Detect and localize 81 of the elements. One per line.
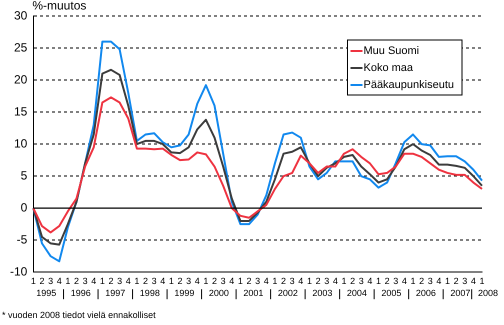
- x-tick-label: 4: [264, 276, 269, 286]
- x-tick-label: 4: [229, 276, 234, 286]
- x-tick-label: 3: [220, 276, 226, 286]
- y-tick-label: 15: [14, 104, 28, 118]
- x-tick-label: 1: [272, 276, 278, 286]
- x-tick-label: 1: [306, 276, 312, 286]
- x-tick-label: 1: [376, 276, 381, 286]
- x-tick-label: 1: [134, 276, 140, 286]
- y-tick-label: -10: [10, 264, 28, 279]
- x-tick-label: 1: [444, 276, 450, 286]
- x-tick-label: 3: [186, 276, 192, 286]
- x-tick-label: 3: [462, 276, 468, 286]
- x-tick-label: 4: [367, 276, 372, 286]
- x-tick-label: 3: [393, 276, 398, 286]
- legend-label: Muu Suomi: [363, 45, 420, 58]
- x-tick-label: 1: [168, 276, 174, 286]
- x-tick-label: 2: [454, 276, 459, 286]
- y-tick-label: 5: [20, 168, 28, 182]
- x-tick-label: 2: [178, 276, 183, 286]
- x-tick-label: 4: [436, 276, 442, 286]
- text: 2001: [243, 288, 264, 298]
- text: * vuoden 2008 tiedot vielä ennakolliset: [2, 310, 156, 320]
- text: 2002: [278, 288, 298, 298]
- x-tick-label: 3: [82, 276, 88, 286]
- x-tick-label: 4: [56, 276, 62, 286]
- x-tick-label: 2: [419, 276, 424, 286]
- x-tick-label: 2: [39, 276, 44, 286]
- x-tick-label: 2: [108, 276, 114, 286]
- x-tick-label: 3: [324, 276, 330, 286]
- x-tick-label: 1: [341, 276, 346, 286]
- x-tick-label: 2: [384, 276, 390, 286]
- x-tick-label: 4: [126, 276, 131, 286]
- x-tick-label: 3: [152, 276, 157, 286]
- text: 2005: [381, 288, 402, 298]
- text: 2007: [450, 288, 470, 298]
- text: 2008: [478, 288, 498, 298]
- text: 2006: [416, 288, 436, 298]
- x-tick-label: 2: [246, 276, 252, 286]
- x-tick-label: 4: [298, 276, 304, 286]
- x-tick-label: 1: [203, 276, 208, 286]
- x-tick-label: 2: [212, 276, 218, 286]
- x-tick-label: 4: [332, 276, 338, 286]
- y-tick-label: 30: [14, 8, 28, 22]
- y-axis-title: %-muutos: [32, 0, 86, 12]
- x-tick-label: 1: [238, 276, 243, 286]
- y-tick-label: 25: [14, 40, 28, 54]
- x-tick-label: 4: [194, 276, 200, 286]
- x-tick-label: 4: [470, 276, 476, 286]
- x-tick-label: 3: [255, 276, 260, 286]
- x-tick-label: 1: [410, 276, 416, 286]
- x-tick-label: 3: [48, 276, 54, 286]
- x-tick-label: 3: [290, 276, 295, 286]
- x-tick-label: 1: [30, 276, 36, 286]
- x-tick-label: 3: [117, 276, 122, 286]
- legend-label: Pääkaupunkiseutu: [363, 79, 454, 92]
- x-tick-label: 1: [479, 276, 485, 286]
- y-tick-label: 20: [14, 72, 28, 86]
- legend-label: Koko maa: [363, 62, 414, 74]
- text: 2003: [312, 288, 332, 298]
- x-tick-label: 2: [143, 276, 148, 286]
- x-tick-label: 3: [358, 276, 364, 286]
- x-tick-label: 2: [316, 276, 321, 286]
- x-tick-label: 2: [281, 276, 286, 286]
- x-tick-label: 1: [100, 276, 105, 286]
- y-tick-label: 10: [14, 136, 28, 150]
- text: 1996: [70, 288, 91, 298]
- x-tick-label: 4: [160, 276, 166, 286]
- x-tick-label: 3: [428, 276, 433, 286]
- x-tick-label: 4: [402, 276, 407, 286]
- text: 1997: [105, 288, 126, 298]
- text: 2000: [208, 288, 229, 298]
- text: 1998: [140, 288, 160, 298]
- y-tick-label: 0: [20, 200, 28, 214]
- text: 1999: [174, 288, 194, 298]
- x-tick-label: 2: [350, 276, 356, 286]
- x-tick-label: 1: [65, 276, 70, 286]
- y-tick-label: -5: [16, 232, 28, 246]
- x-tick-label: 4: [91, 276, 96, 286]
- x-tick-label: 2: [74, 276, 79, 286]
- text: 2004: [346, 288, 367, 298]
- text: 1995: [36, 288, 56, 298]
